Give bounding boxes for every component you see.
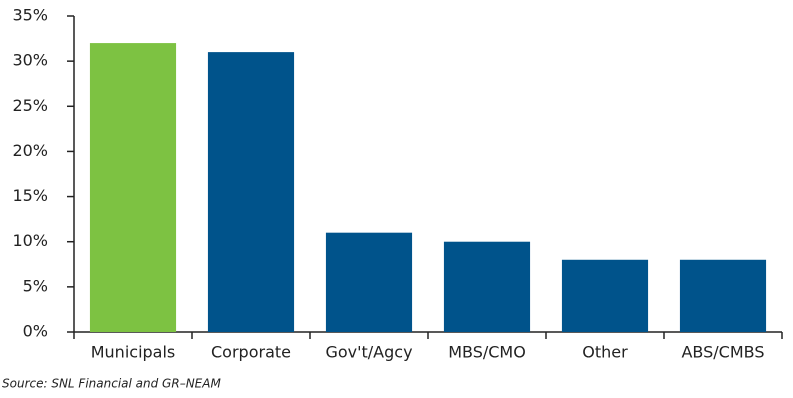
y-tick-label: 25%	[12, 96, 48, 115]
y-tick-label: 10%	[12, 231, 48, 250]
y-tick-label: 20%	[12, 141, 48, 160]
y-tick-label: 5%	[23, 276, 48, 295]
source-note: Source: SNL Financial and GR–NEAM	[2, 377, 221, 391]
x-tick-label: ABS/CMBS	[681, 343, 764, 362]
y-tick-label: 0%	[23, 322, 48, 341]
x-tick-label: Corporate	[211, 343, 291, 362]
bar	[561, 259, 649, 332]
x-tick-label: Gov't/Agcy	[325, 343, 412, 362]
bar	[443, 241, 531, 332]
x-tick-label: Municipals	[91, 343, 176, 362]
y-tick-label: 30%	[12, 51, 48, 70]
y-tick-label: 35%	[12, 6, 48, 25]
bar	[325, 232, 413, 332]
y-tick-label: 15%	[12, 186, 48, 205]
bar	[89, 43, 177, 332]
bar	[207, 52, 295, 332]
x-tick-label: MBS/CMO	[448, 343, 526, 362]
bar	[679, 259, 767, 332]
x-tick-label: Other	[582, 343, 628, 362]
